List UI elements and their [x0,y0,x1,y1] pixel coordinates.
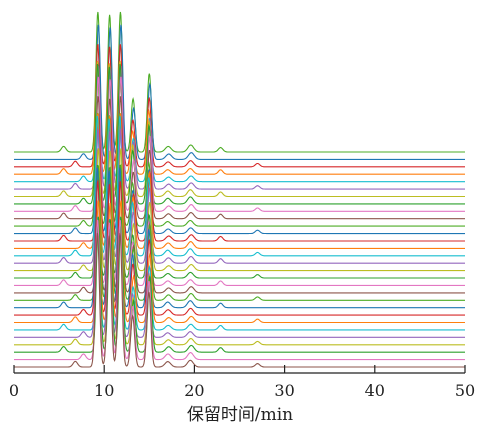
trace-21 [14,163,465,301]
trace-10 [14,95,465,220]
trace-17 [14,148,465,272]
x-tick-label-10: 10 [94,381,114,400]
trace-11 [14,112,465,227]
trace-15 [14,115,465,257]
trace-18 [14,164,465,279]
trace-22 [14,167,465,309]
trace-4 [14,60,465,175]
trace-25 [14,216,465,331]
trace-30 [14,233,465,368]
x-tick-label-30: 30 [274,381,294,400]
x-tick-label-40: 40 [365,381,385,400]
trace-20 [14,169,465,294]
trace-1 [14,11,465,153]
trace-28 [14,216,465,353]
trace-9 [14,76,465,212]
x-axis-title: 保留时间/min [187,405,293,425]
trace-6 [14,65,465,190]
trace-23 [14,179,465,316]
x-tick-label-20: 20 [184,381,204,400]
trace-27 [14,221,465,346]
trace-2 [14,24,465,160]
x-tick-label-50: 50 [455,381,475,400]
x-axis-ticks: 0 10 20 30 40 50 [9,365,475,400]
trace-26 [14,223,465,338]
trace-24 [14,200,465,324]
trace-3 [14,44,465,168]
trace-13 [14,117,465,242]
trace-12 [14,119,465,235]
trace-16 [14,128,465,264]
trace-7 [14,61,465,198]
trace-8 [14,63,465,205]
x-tick-label-0: 0 [9,381,19,400]
trace-5 [14,67,465,183]
chromatogram-traces [14,11,465,368]
trace-29 [14,219,465,361]
trace-19 [14,171,465,286]
trace-14 [14,113,465,249]
